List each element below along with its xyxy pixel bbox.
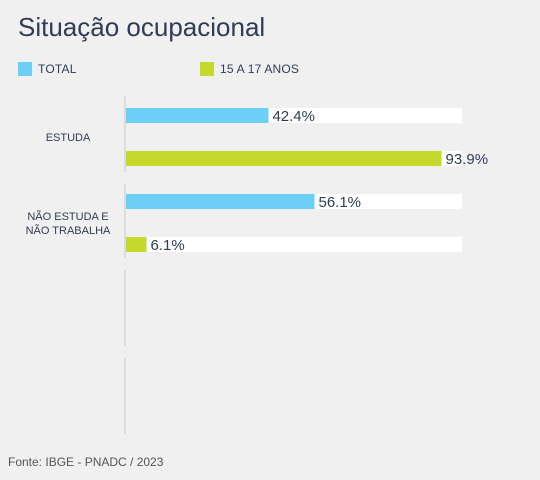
bar-0-1 [126, 151, 442, 166]
category-label-0: ESTUDA [46, 132, 91, 144]
legend-item-total: TOTAL [18, 62, 77, 76]
legend: TOTAL 15 A 17 ANOS [18, 62, 518, 80]
bar-chart: ESTUDA 42.4% 93.9% NÃO ESTUDA E NÃO TRABALHA… [26, 96, 489, 434]
chart-title: Situação ocupacional [18, 12, 266, 42]
value-label-1-1: 6.1% [150, 237, 184, 254]
bar-1-0 [126, 194, 315, 209]
bar-0-0 [126, 108, 269, 123]
legend-item-15-17: 15 A 17 ANOS [200, 62, 299, 76]
value-label-1-0: 56.1% [318, 194, 361, 211]
legend-label-total: TOTAL [38, 62, 77, 76]
legend-swatch-15-17 [200, 62, 214, 76]
category-label-1: NÃO ESTUDA E NÃO TRABALHA [26, 210, 111, 237]
legend-label-15-17: 15 A 17 ANOS [220, 62, 300, 76]
bar-track-1-1 [126, 237, 462, 252]
source-note: Fonte: IBGE - PNADC / 2023 [8, 455, 164, 469]
bar-1-1 [126, 237, 147, 252]
value-label-0-1: 93.9% [446, 151, 489, 168]
legend-swatch-total [18, 62, 32, 76]
value-label-0-0: 42.4% [272, 108, 315, 125]
